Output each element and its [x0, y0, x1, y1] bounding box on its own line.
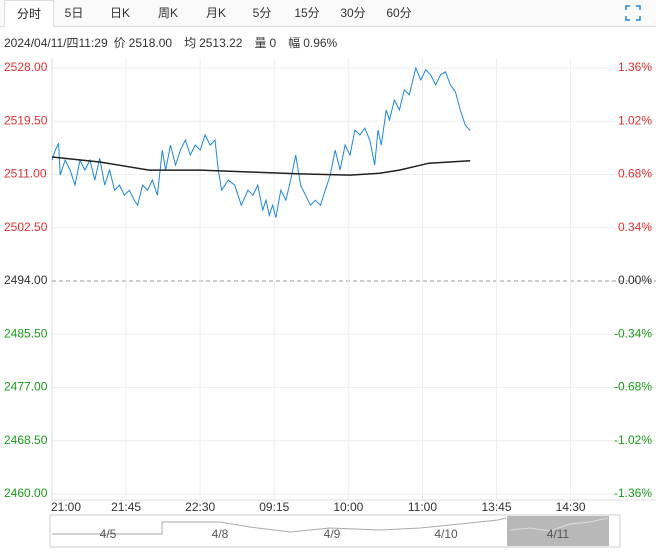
tab[interactable]: 5日 [64, 6, 84, 20]
x-tick-label: 10:00 [333, 500, 363, 514]
grid [51, 58, 656, 501]
tab[interactable]: 分时 [4, 0, 54, 27]
y-tick-label: 2511.00 [4, 167, 47, 181]
tab[interactable]: 日K [109, 6, 130, 20]
info-value: 0.96% [303, 36, 338, 50]
info-item: 均 2513.22 [184, 36, 248, 50]
tab[interactable]: 月K [205, 6, 226, 20]
tab[interactable]: 5分 [252, 6, 272, 20]
y2-tick-label: 0.68% [618, 167, 652, 181]
navigator-window[interactable] [507, 516, 609, 546]
info-value: 2513.22 [199, 36, 243, 50]
y-tick-label: 2528.00 [4, 60, 48, 74]
price-line [51, 156, 471, 176]
navigator-label: 4/9 [324, 527, 341, 541]
tab[interactable]: 15分 [294, 6, 320, 20]
info-label: 量 [254, 36, 267, 50]
y2-tick-label: 0.00% [618, 273, 652, 287]
navigator-line [509, 517, 609, 532]
navigator-line [52, 517, 507, 535]
navigator-label: 4/8 [212, 527, 229, 541]
y2-tick-label: -1.36% [614, 486, 652, 500]
info-time: 2024/04/11/四11:29 [4, 36, 108, 50]
tab-bar: 分时 5日 日K 周K 月K 5分 15分 30分 60分 [0, 0, 656, 27]
navigator-label: 4/11 [547, 527, 570, 541]
y-tick-label: 2519.50 [4, 113, 48, 127]
y-tick-label: 2485.50 [4, 326, 48, 340]
y2-tick-label: 1.02% [618, 113, 652, 127]
y-tick-label: 2460.00 [4, 486, 48, 500]
x-tick-label: 22:30 [185, 500, 215, 514]
y2-tick-label: 0.34% [618, 220, 652, 234]
y2-tick-label: -1.02% [614, 433, 652, 447]
tab[interactable]: 60分 [386, 6, 412, 20]
y-tick-label: 2477.00 [4, 380, 48, 394]
y-tick-label: 2494.00 [4, 273, 48, 287]
info-value: 2518.00 [128, 36, 173, 50]
info-item: 价 2518.00 [114, 36, 178, 50]
y-tick-label: 2468.50 [4, 433, 48, 447]
x-tick-label: 11:00 [408, 500, 437, 514]
price-line [51, 66, 471, 218]
info-label: 均 [184, 36, 197, 50]
y-tick-label: 2502.50 [4, 220, 48, 234]
info-value: 0 [269, 36, 277, 50]
x-tick-label: 21:45 [111, 500, 141, 514]
y2-tick-label: -0.34% [614, 326, 652, 340]
fullscreen-icon[interactable] [625, 5, 641, 21]
info-label: 价 [113, 36, 126, 50]
x-tick-label: 14:30 [556, 500, 586, 514]
info-label: 幅 [288, 36, 301, 50]
x-tick-label: 09:15 [259, 500, 289, 514]
tab[interactable]: 周K [157, 6, 178, 20]
navigator-label: 4/10 [434, 527, 458, 541]
tab[interactable]: 30分 [340, 6, 366, 20]
info-item: 幅 0.96% [288, 36, 343, 50]
x-tick-label: 13:45 [482, 500, 512, 514]
info-bar: 2024/04/11/四11:29 价 2518.00 均 2513.22 量 0 幅 0.96… [4, 34, 349, 51]
y2-tick-label: -0.68% [614, 380, 652, 394]
y2-tick-label: 1.36% [618, 60, 652, 74]
x-tick-label: 21:00 [51, 500, 81, 514]
navigator-label: 4/5 [100, 527, 117, 541]
